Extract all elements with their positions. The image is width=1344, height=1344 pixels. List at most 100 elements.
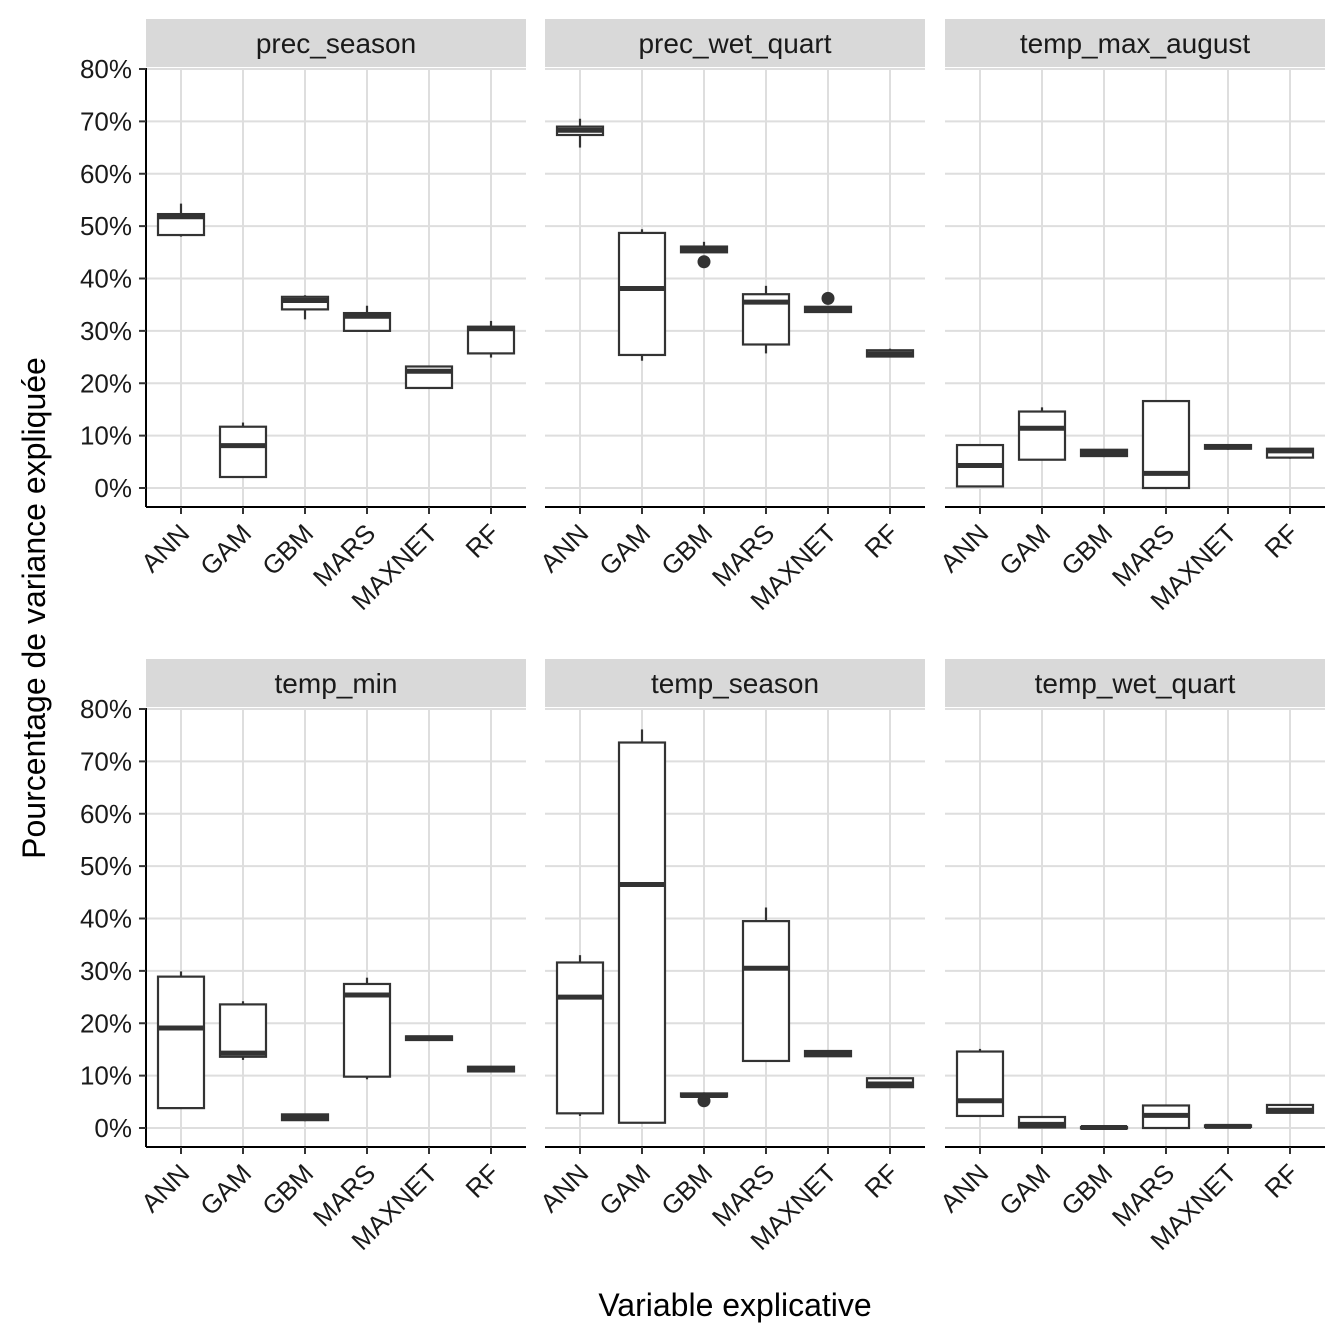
x-tick-label: ANN bbox=[934, 518, 994, 578]
box-prec_season-GAM bbox=[218, 422, 268, 479]
y-tick-label: 0% bbox=[94, 473, 132, 503]
x-tick-label: RF bbox=[859, 518, 905, 564]
y-tick-label: 80% bbox=[80, 54, 132, 84]
facet-strip-label: prec_wet_quart bbox=[638, 28, 831, 59]
box-prec_season-MAXNET bbox=[404, 365, 454, 390]
y-tick-label: 0% bbox=[94, 1113, 132, 1143]
x-tick-label: ANN bbox=[534, 1158, 594, 1218]
box-temp_wet_quart-MAXNET bbox=[1203, 1123, 1253, 1129]
y-tick-label: 80% bbox=[80, 694, 132, 724]
y-tick-label: 60% bbox=[80, 159, 132, 189]
box-prec_season-ANN bbox=[156, 203, 206, 237]
box-temp_wet_quart-GBM bbox=[1079, 1124, 1129, 1130]
box-prec_wet_quart-MAXNET bbox=[803, 291, 853, 314]
box-temp_season-ANN bbox=[555, 955, 605, 1116]
box-temp_season-MAXNET bbox=[803, 1049, 853, 1058]
box-temp_min-ANN bbox=[156, 971, 206, 1110]
box-prec_wet_quart-RF bbox=[865, 348, 915, 358]
box-iqr bbox=[1017, 410, 1067, 461]
box-temp_season-MARS bbox=[741, 907, 791, 1063]
facet-strip bbox=[146, 19, 526, 67]
box-prec_wet_quart-GAM bbox=[617, 229, 667, 361]
box-iqr bbox=[156, 975, 206, 1110]
box-temp_min-GAM bbox=[218, 1001, 268, 1060]
y-tick-label: 70% bbox=[80, 746, 132, 776]
x-tick-label: ANN bbox=[934, 1158, 994, 1218]
y-tick-label: 40% bbox=[80, 904, 132, 934]
box-iqr bbox=[218, 1003, 268, 1058]
y-tick-label: 40% bbox=[80, 264, 132, 294]
x-tick-label: RF bbox=[1259, 518, 1305, 564]
box-temp_max_august-MAXNET bbox=[1203, 443, 1253, 450]
box-temp_max_august-ANN bbox=[955, 443, 1005, 488]
box-temp_max_august-GAM bbox=[1017, 407, 1067, 461]
x-tick-label: ANN bbox=[135, 518, 195, 578]
x-tick-label: ANN bbox=[135, 1158, 195, 1218]
x-tick-label: GAM bbox=[993, 518, 1056, 581]
x-tick-label: RF bbox=[460, 518, 506, 564]
box-temp_max_august-RF bbox=[1265, 447, 1315, 459]
box-temp_min-MARS bbox=[342, 977, 392, 1080]
y-tick-label: 30% bbox=[80, 956, 132, 986]
facet-strip-label: temp_max_august bbox=[1020, 28, 1251, 59]
box-temp_min-MAXNET bbox=[404, 1035, 454, 1042]
facet-strip bbox=[945, 659, 1325, 707]
facet-strip bbox=[545, 659, 925, 707]
y-tick-label: 10% bbox=[80, 1061, 132, 1091]
facet-strip-label: temp_wet_quart bbox=[1035, 668, 1236, 699]
box-temp_season-RF bbox=[865, 1077, 915, 1089]
box-temp_max_august-GBM bbox=[1079, 448, 1129, 458]
box-iqr bbox=[955, 1050, 1005, 1118]
box-iqr bbox=[617, 231, 667, 357]
x-tick-label: GAM bbox=[194, 518, 257, 581]
y-tick-label: 60% bbox=[80, 799, 132, 829]
facet-strip bbox=[945, 19, 1325, 67]
box-temp_min-RF bbox=[466, 1065, 516, 1073]
y-tick-label: 70% bbox=[80, 106, 132, 136]
x-tick-label: RF bbox=[460, 1158, 506, 1204]
box-iqr bbox=[218, 425, 268, 479]
facet-strip bbox=[146, 659, 526, 707]
y-tick-label: 20% bbox=[80, 368, 132, 398]
x-tick-label: GAM bbox=[593, 1158, 656, 1221]
box-prec_wet_quart-MARS bbox=[741, 285, 791, 354]
y-tick-label: 20% bbox=[80, 1008, 132, 1038]
box-iqr bbox=[342, 982, 392, 1078]
y-tick-label: 50% bbox=[80, 851, 132, 881]
box-iqr bbox=[156, 212, 206, 237]
box-iqr bbox=[617, 741, 667, 1124]
facet-strip-label: temp_min bbox=[275, 668, 398, 699]
y-tick-label: 30% bbox=[80, 316, 132, 346]
box-prec_season-GBM bbox=[280, 295, 330, 320]
x-tick-label: GAM bbox=[194, 1158, 257, 1221]
outlier-point bbox=[697, 1094, 711, 1108]
outlier-point bbox=[697, 255, 711, 269]
facet-strip-label: prec_season bbox=[256, 28, 416, 59]
facet-strip bbox=[545, 19, 925, 67]
box-iqr bbox=[555, 961, 605, 1115]
y-tick-label: 50% bbox=[80, 211, 132, 241]
x-tick-label: ANN bbox=[534, 518, 594, 578]
box-iqr bbox=[741, 920, 791, 1063]
box-temp_season-GAM bbox=[617, 729, 667, 1124]
x-tick-label: GAM bbox=[593, 518, 656, 581]
x-tick-label: GAM bbox=[993, 1158, 1056, 1221]
y-tick-label: 10% bbox=[80, 421, 132, 451]
box-temp_wet_quart-ANN bbox=[955, 1048, 1005, 1118]
facet-strip-label: temp_season bbox=[651, 668, 819, 699]
box-temp_wet_quart-GAM bbox=[1017, 1115, 1067, 1129]
x-axis-title: Variable explicative bbox=[598, 1287, 871, 1323]
x-tick-label: RF bbox=[1259, 1158, 1305, 1204]
box-temp_max_august-MARS bbox=[1141, 399, 1191, 490]
box-prec_season-RF bbox=[466, 320, 516, 358]
x-tick-label: RF bbox=[859, 1158, 905, 1204]
box-temp_min-GBM bbox=[280, 1113, 330, 1122]
